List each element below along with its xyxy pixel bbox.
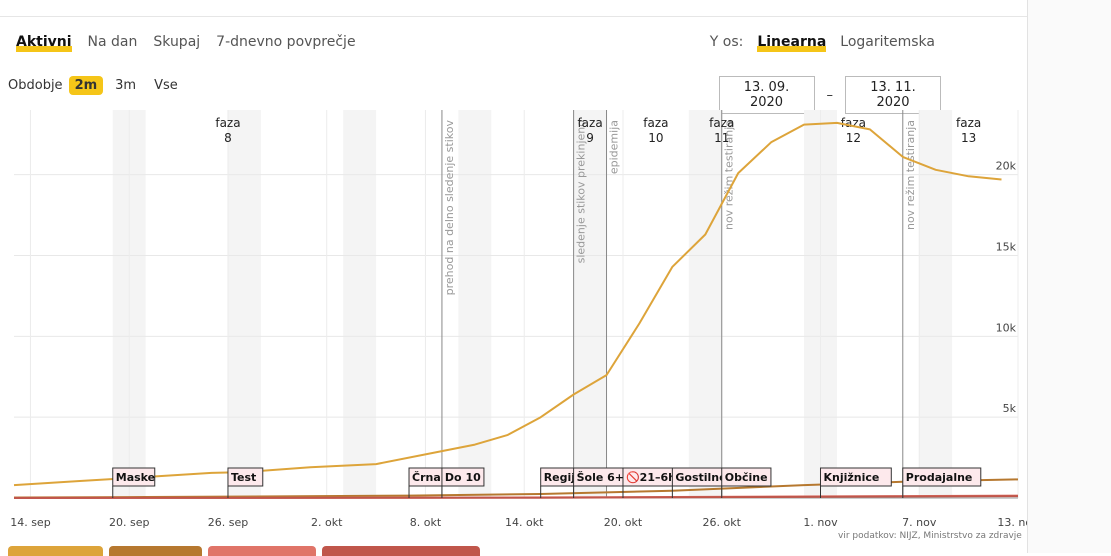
phase-boundary-label: sledenje stikov prekinjeno — [575, 120, 588, 264]
legend-swatch-hospital[interactable] — [109, 546, 202, 556]
y-axis-control: Y os: Linearna Logaritemska — [710, 34, 935, 52]
event-label: Test — [231, 471, 256, 484]
y-tick-label: 20k — [996, 160, 1017, 173]
event-marker[interactable]: Maske — [112, 467, 156, 498]
y-axis-linear[interactable]: Linearna — [757, 34, 827, 50]
tab-na-dan[interactable]: Na dan — [87, 34, 138, 50]
date-from-input[interactable]: 13. 09. 2020 — [718, 76, 815, 114]
phase-boundary-label: epidemija — [608, 120, 621, 174]
y-tick-label: 15k — [996, 241, 1017, 254]
phase-number: 9 — [586, 131, 594, 145]
side-gutter — [1027, 0, 1111, 553]
source-note: vir podatkov: NIJZ, Ministrstvo za zdrav… — [838, 531, 1022, 541]
event-marker[interactable]: Črna — [408, 467, 445, 498]
x-tick-label: 2. okt — [311, 516, 343, 529]
period-control: Obdobje 2m 3m Vse — [8, 76, 184, 95]
event-label: Prodajalne — [906, 471, 973, 484]
legend — [8, 546, 480, 556]
weekend-band — [227, 110, 261, 498]
event-box — [721, 467, 772, 487]
legend-swatch-active[interactable] — [8, 546, 103, 556]
phase-number: 8 — [224, 131, 232, 145]
x-tick-label: 1. nov — [803, 516, 838, 529]
event-marker[interactable]: Šole 6+ — [573, 467, 631, 498]
phase-boundary-label: nov režim testiranja — [723, 120, 736, 230]
weekend-band — [343, 110, 377, 498]
tab-7-dnevno[interactable]: 7-dnevno povprečje — [216, 34, 356, 50]
phase-number: 12 — [846, 131, 861, 145]
period-label: Obdobje — [8, 78, 63, 93]
event-label: Regije — [544, 471, 583, 484]
weekend-band — [919, 110, 953, 498]
date-separator: – — [826, 87, 834, 103]
x-tick-label: 26. sep — [208, 516, 248, 529]
event-marker[interactable]: Gostilne — [671, 467, 737, 498]
period-all-button[interactable]: Vse — [154, 78, 178, 93]
event-box — [227, 467, 264, 487]
legend-swatch-icu[interactable] — [208, 546, 316, 556]
event-marker[interactable]: Test — [227, 467, 264, 498]
y-axis-log[interactable]: Logaritemska — [840, 34, 935, 50]
event-box — [112, 467, 156, 487]
phase-label: faza — [215, 116, 240, 130]
phase-label: faza — [643, 116, 668, 130]
phase-boundary-label: prehod na delno sledenje stikov — [443, 120, 456, 296]
x-tick-label: 20. okt — [604, 516, 643, 529]
event-label: Do 10 — [445, 471, 481, 484]
series-line-active — [13, 121, 1002, 487]
date-range: 13. 09. 2020 – 13. 11. 2020 — [718, 76, 941, 114]
event-label: Črna — [412, 471, 441, 484]
series-tabs: Aktivni Na dan Skupaj 7-dnevno povprečje — [16, 34, 356, 52]
x-tick-label: 26. okt — [703, 516, 742, 529]
event-label: Občine — [725, 471, 768, 484]
weekend-band — [458, 110, 492, 498]
event-marker[interactable]: Knjižnice — [819, 467, 892, 498]
date-to-input[interactable]: 13. 11. 2020 — [845, 76, 941, 114]
event-marker[interactable]: 🚫21–6h — [622, 467, 680, 498]
event-marker[interactable]: Prodajalne — [902, 467, 982, 498]
event-box — [441, 467, 485, 487]
x-tick-label: 13. nov — [997, 516, 1027, 529]
event-label: Knjižnice — [823, 471, 879, 484]
phase-boundary-label: nov režim testiranja — [904, 120, 917, 230]
event-marker[interactable]: Občine — [721, 467, 772, 498]
period-2m-button[interactable]: 2m — [68, 76, 104, 95]
phase-label: faza — [956, 116, 981, 130]
y-axis-label: Y os: — [709, 34, 744, 50]
divider — [0, 16, 1027, 17]
event-label: Gostilne — [675, 471, 726, 484]
tab-aktivni[interactable]: Aktivni — [16, 34, 72, 50]
x-tick-label: 8. okt — [410, 516, 442, 529]
weekend-band — [688, 110, 722, 498]
phase-number: 10 — [648, 131, 663, 145]
phase-number: 13 — [961, 131, 976, 145]
event-marker[interactable]: Do 10 — [441, 467, 485, 498]
event-label: Šole 6+ — [577, 471, 624, 484]
y-tick-label: 10k — [996, 321, 1017, 334]
legend-swatch-deaths[interactable] — [322, 546, 480, 556]
tab-skupaj[interactable]: Skupaj — [153, 34, 201, 50]
phase-label: faza — [577, 116, 602, 130]
y-tick-label: 5k — [1003, 402, 1017, 415]
chart-card: Aktivni Na dan Skupaj 7-dnevno povprečje… — [0, 16, 1027, 556]
period-3m-button[interactable]: 3m — [115, 78, 137, 93]
x-tick-label: 14. okt — [505, 516, 544, 529]
x-tick-label: 7. nov — [902, 516, 937, 529]
phase-label: faza — [709, 116, 734, 130]
event-label: Maske — [116, 471, 155, 484]
event-box — [902, 467, 982, 487]
event-box — [819, 467, 892, 487]
event-label: 🚫21–6h — [626, 471, 676, 484]
x-tick-label: 20. sep — [109, 516, 149, 529]
phase-number: 11 — [714, 131, 729, 145]
x-tick-label: 14. sep — [10, 516, 50, 529]
chart-plot[interactable]: 5k 10k 15k 20k 14. sep 20. sep 26. sep 2. okt 8.… — [0, 100, 1027, 540]
